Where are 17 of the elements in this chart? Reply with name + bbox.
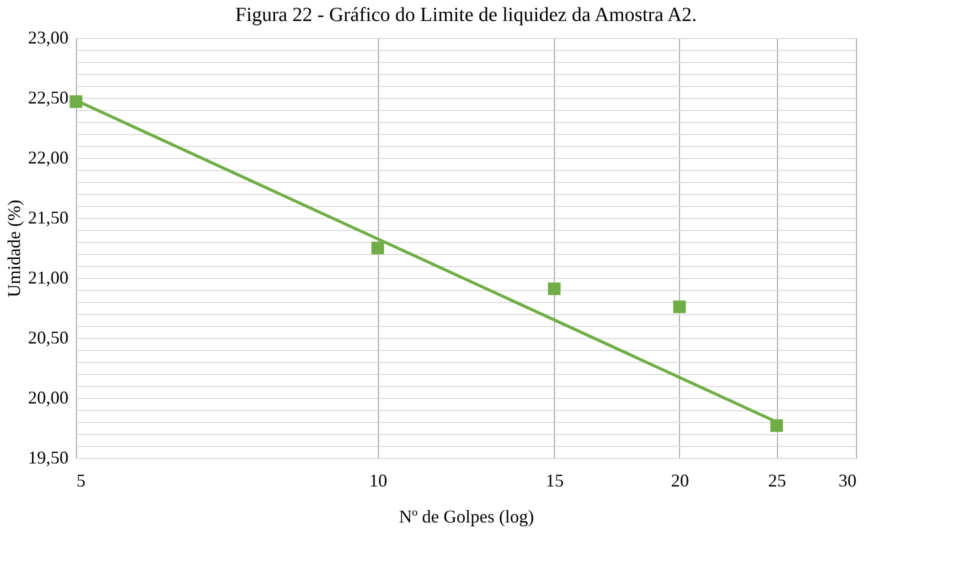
y-tick-label: 21,00 — [28, 268, 68, 288]
x-tick-label: 5 — [76, 470, 86, 490]
x-tick-label: 30 — [838, 470, 856, 490]
y-tick-label: 22,00 — [28, 148, 68, 168]
x-axis-title: Nº de Golpes (log) — [398, 506, 534, 526]
y-tick-label: 20,00 — [28, 388, 68, 408]
y-tick-label: 23,00 — [28, 28, 68, 48]
y-tick-label: 22,50 — [28, 88, 68, 108]
chart-title: Figura 22 - Gráfico do Limite de liquidez da Amostra A2. — [235, 4, 697, 26]
x-tick-label: 20 — [670, 470, 689, 490]
y-tick-label: 19,50 — [28, 448, 68, 468]
x-tick-label: 10 — [369, 470, 388, 490]
y-axis-title: Umidade (%) — [4, 200, 24, 298]
x-tick-label: 25 — [768, 470, 786, 490]
x-tick-label: 15 — [546, 470, 564, 490]
y-tick-label: 20,50 — [28, 328, 68, 348]
y-tick-label: 21,50 — [28, 208, 68, 228]
